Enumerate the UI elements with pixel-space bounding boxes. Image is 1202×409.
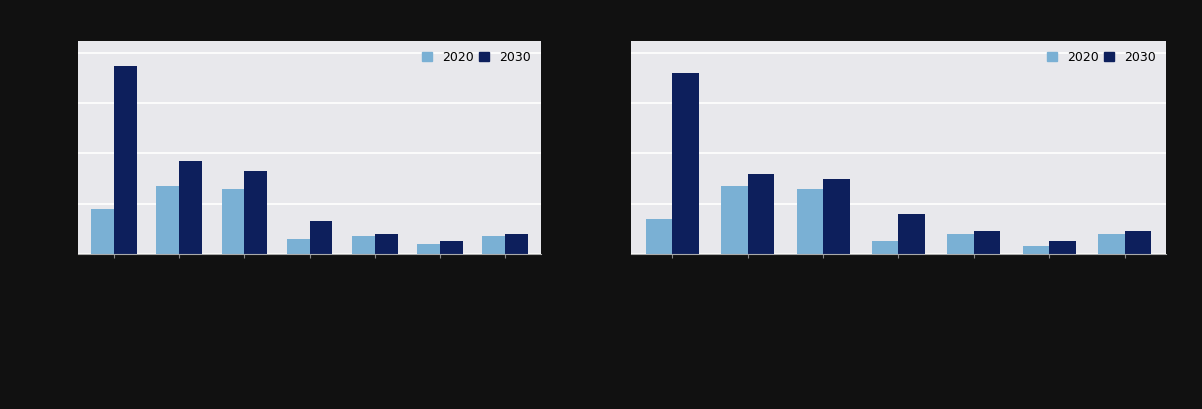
Bar xyxy=(947,234,974,254)
Bar xyxy=(287,238,310,254)
Legend: 2020, 2030: 2020, 2030 xyxy=(1043,47,1160,67)
Bar xyxy=(1023,246,1049,254)
Bar xyxy=(1099,234,1125,254)
Bar xyxy=(114,66,137,254)
Bar xyxy=(440,241,463,254)
Bar xyxy=(899,213,924,254)
Bar xyxy=(748,173,774,254)
Bar xyxy=(310,221,332,254)
Bar xyxy=(505,234,528,254)
Legend: 2020, 2030: 2020, 2030 xyxy=(418,47,535,67)
Bar xyxy=(873,241,899,254)
Bar xyxy=(352,236,375,254)
Bar xyxy=(721,186,748,254)
Bar xyxy=(672,74,698,254)
Bar xyxy=(244,171,267,254)
Bar xyxy=(1049,241,1076,254)
Bar xyxy=(91,209,114,254)
Bar xyxy=(179,161,202,254)
Bar xyxy=(974,231,1000,254)
Bar xyxy=(797,189,823,254)
Bar xyxy=(482,236,505,254)
Bar xyxy=(1125,231,1150,254)
Bar xyxy=(647,218,672,254)
Bar xyxy=(417,244,440,254)
Bar xyxy=(156,186,179,254)
Bar xyxy=(375,234,398,254)
Bar xyxy=(823,178,850,254)
Bar xyxy=(221,189,244,254)
